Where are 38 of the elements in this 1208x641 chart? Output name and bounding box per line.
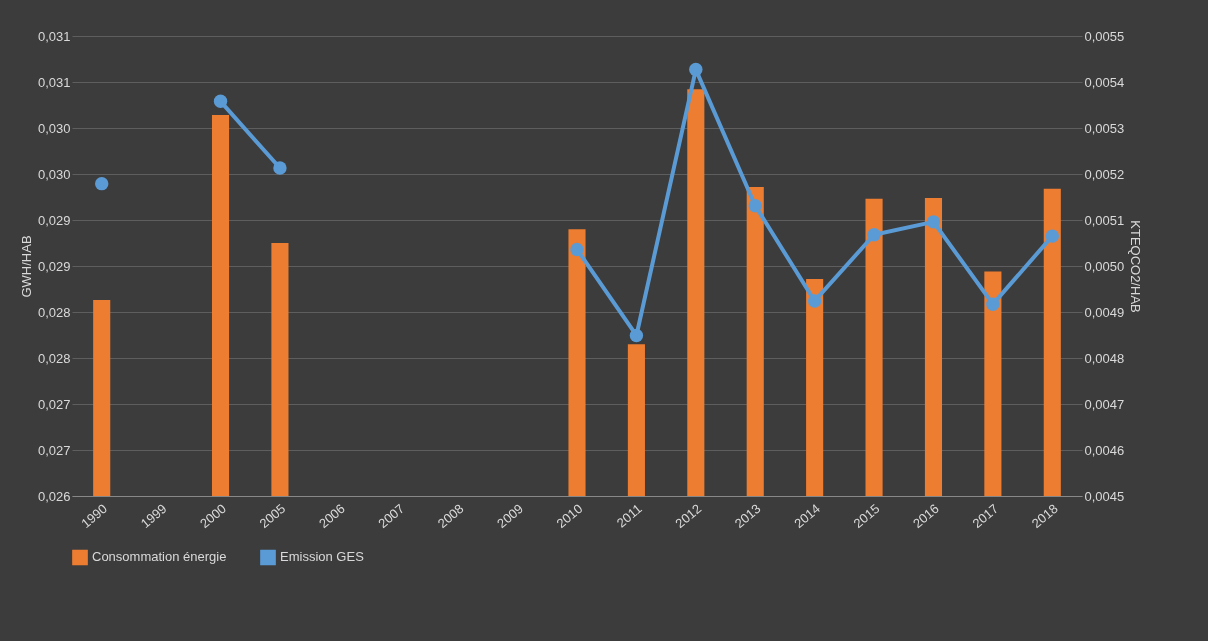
y-tick-label: 0,029 <box>37 258 71 274</box>
y-tick-label: 0,030 <box>37 166 71 182</box>
point <box>570 242 584 257</box>
y2-tick-label: 0,0047 <box>1084 396 1125 412</box>
point <box>926 215 941 229</box>
y2-axis-title: KTEQCO2/HAB <box>1128 220 1144 313</box>
point <box>629 328 644 343</box>
y-tick-label: 0,028 <box>37 350 71 366</box>
point <box>986 297 1000 311</box>
y2-tick-label: 0,0052 <box>1084 166 1125 182</box>
point <box>867 228 881 242</box>
y2-tick-label: 0,0051 <box>1084 212 1125 228</box>
y-tick-label: 0,028 <box>37 304 71 320</box>
y2-tick-label: 0,0049 <box>1084 304 1125 320</box>
y-tick-label: 0,027 <box>37 442 71 458</box>
point <box>807 294 822 308</box>
point <box>689 62 703 77</box>
y2-tick-label: 0,0046 <box>1084 442 1125 458</box>
legend-label: Emission GES <box>280 549 365 565</box>
y2-tick-label: 0,0053 <box>1084 120 1125 136</box>
y-tick-label: 0,031 <box>37 28 71 44</box>
y2-tick-label: 0,0054 <box>1084 74 1125 90</box>
y-axis-title: GWH/HAB <box>18 235 34 298</box>
point <box>213 94 228 109</box>
y2-tick-label: 0,0055 <box>1084 28 1125 44</box>
y2-tick-label: 0,0048 <box>1084 350 1125 366</box>
legend-label: Consommation énergie <box>92 549 227 565</box>
y2-tick-label: 0,0050 <box>1084 258 1125 274</box>
y-tick-label: 0,030 <box>37 120 71 136</box>
point <box>95 176 109 191</box>
y-tick-label: 0,027 <box>37 396 71 412</box>
y-tick-label: 0,031 <box>37 74 71 90</box>
point <box>1045 229 1059 243</box>
y-tick-label: 0,026 <box>37 488 71 504</box>
point <box>748 199 762 213</box>
y-tick-label: 0,029 <box>37 212 71 228</box>
point <box>273 161 287 175</box>
y2-tick-label: 0,0045 <box>1084 488 1125 504</box>
